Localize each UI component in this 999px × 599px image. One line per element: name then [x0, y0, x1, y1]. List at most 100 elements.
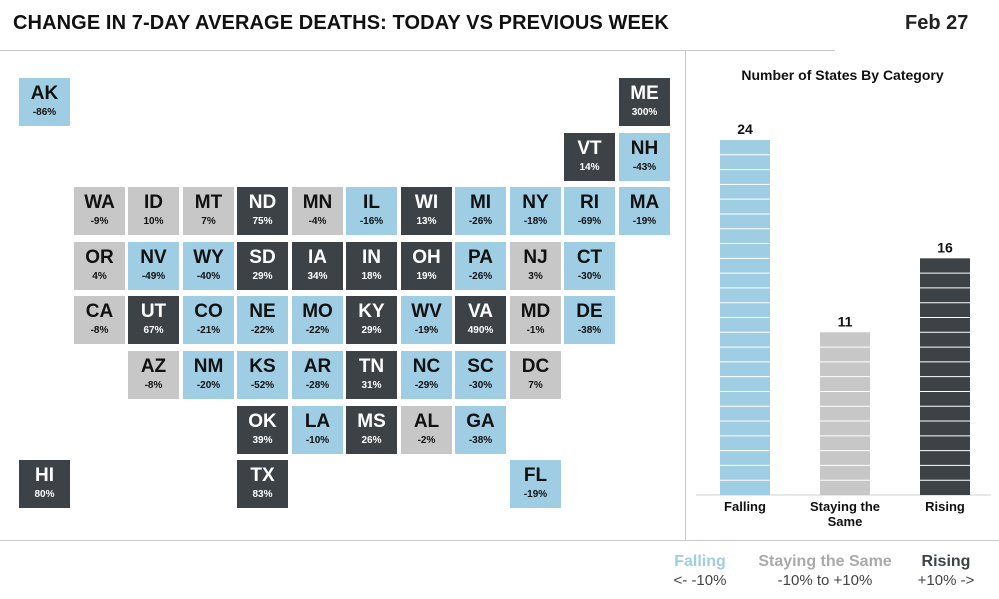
- state-tile-ri: RI -69%: [564, 187, 615, 235]
- bar-chart-title: Number of States By Category: [741, 67, 944, 83]
- state-pct: 29%: [361, 325, 382, 336]
- state-pct: 13%: [416, 216, 437, 227]
- state-tile-ar: AR -28%: [292, 351, 343, 399]
- state-pct: -10%: [305, 435, 330, 446]
- state-tile-oh: OH 19%: [401, 242, 452, 290]
- state-pct: -8%: [90, 325, 109, 336]
- state-abbr: MI: [469, 192, 492, 213]
- state-abbr: DC: [521, 356, 550, 377]
- state-pct: -38%: [468, 435, 493, 446]
- state-abbr: OH: [412, 247, 441, 268]
- state-abbr: NC: [412, 356, 441, 377]
- state-pct: -19%: [523, 489, 548, 500]
- state-pct: 83%: [252, 489, 273, 500]
- state-tile-nd: ND 75%: [237, 187, 288, 235]
- state-pct: 26%: [361, 435, 382, 446]
- state-pct: -26%: [468, 271, 493, 282]
- state-tile-de: DE -38%: [564, 296, 615, 344]
- state-abbr: OR: [85, 247, 114, 268]
- state-tile-mt: MT 7%: [183, 187, 234, 235]
- state-tile-md: MD -1%: [510, 296, 561, 344]
- state-pct: -28%: [305, 380, 330, 391]
- state-tile-ia: IA 34%: [292, 242, 343, 290]
- state-tile-az: AZ -8%: [128, 351, 179, 399]
- state-tile-or: OR 4%: [74, 242, 125, 290]
- state-pct: 29%: [252, 271, 273, 282]
- state-abbr: FL: [523, 465, 548, 486]
- state-tile-nj: NJ 3%: [510, 242, 561, 290]
- state-tile-me: ME 300%: [619, 78, 670, 126]
- state-pct: -19%: [632, 216, 657, 227]
- state-abbr: VT: [577, 138, 602, 159]
- state-pct: -30%: [577, 271, 602, 282]
- state-tile-wv: WV -19%: [401, 296, 452, 344]
- legend-item-staying-the-same: Staying the Same -10% to +10%: [740, 553, 910, 591]
- state-pct: -86%: [32, 107, 57, 118]
- state-abbr: AZ: [140, 356, 167, 377]
- state-pct: -30%: [468, 380, 493, 391]
- bottom-divider: [0, 540, 999, 541]
- state-abbr: WA: [84, 192, 115, 213]
- state-abbr: ND: [248, 192, 277, 213]
- state-tile-co: CO -21%: [183, 296, 234, 344]
- state-abbr: WY: [193, 247, 224, 268]
- state-tile-la: LA -10%: [292, 406, 343, 454]
- state-abbr: WI: [414, 192, 439, 213]
- state-pct: -22%: [305, 325, 330, 336]
- state-pct: -8%: [144, 380, 163, 391]
- state-abbr: RI: [580, 192, 599, 213]
- state-tile-mn: MN -4%: [292, 187, 343, 235]
- state-tile-sc: SC -30%: [455, 351, 506, 399]
- state-abbr: UT: [140, 301, 167, 322]
- state-tile-nh: NH -43%: [619, 133, 670, 181]
- state-tile-ma: MA -19%: [619, 187, 670, 235]
- state-pct: -22%: [250, 325, 275, 336]
- state-pct: -26%: [468, 216, 493, 227]
- state-abbr: OK: [248, 411, 277, 432]
- state-abbr: CO: [194, 301, 223, 322]
- state-tile-ok: OK 39%: [237, 406, 288, 454]
- state-abbr: CA: [85, 301, 114, 322]
- state-pct: -9%: [90, 216, 109, 227]
- state-abbr: SC: [467, 356, 494, 377]
- state-abbr: IL: [363, 192, 380, 213]
- state-pct: 80%: [34, 489, 55, 500]
- state-abbr: MA: [629, 192, 660, 213]
- state-tile-tx: TX 83%: [237, 460, 288, 508]
- state-abbr: MO: [302, 301, 333, 322]
- date-label: Feb 27: [905, 12, 969, 34]
- state-abbr: IN: [362, 247, 381, 268]
- state-pct: 7%: [528, 380, 543, 391]
- state-pct: -20%: [196, 380, 221, 391]
- state-pct: -40%: [196, 271, 221, 282]
- category-bar-chart: 24 Falling 11 Staying the Same 16 Rising: [696, 121, 991, 529]
- legend-range: -10% to +10%: [777, 572, 873, 589]
- state-tile-al: AL -2%: [401, 406, 452, 454]
- category-label-rising: Rising: [925, 499, 965, 514]
- state-pct: 300%: [631, 107, 658, 118]
- state-pct: -2%: [417, 435, 436, 446]
- state-tile-ky: KY 29%: [346, 296, 397, 344]
- state-abbr: AL: [413, 411, 440, 432]
- legend-name: Staying the Same: [758, 553, 892, 570]
- state-pct: 10%: [143, 216, 164, 227]
- value-label-falling: 24: [737, 121, 753, 137]
- state-pct: -43%: [632, 162, 657, 173]
- state-tile-id: ID 10%: [128, 187, 179, 235]
- state-abbr: NH: [630, 138, 659, 159]
- bar-staying-the-same: [820, 332, 870, 495]
- state-pct: 39%: [252, 435, 273, 446]
- state-tile-ks: KS -52%: [237, 351, 288, 399]
- state-tile-ms: MS 26%: [346, 406, 397, 454]
- state-pct: -38%: [577, 325, 602, 336]
- state-abbr: NE: [249, 301, 276, 322]
- state-abbr: AR: [303, 356, 332, 377]
- state-tile-ny: NY -18%: [510, 187, 561, 235]
- state-pct: 14%: [579, 162, 600, 173]
- bar-stripes-falling: [720, 154, 770, 481]
- top-divider: [0, 50, 835, 51]
- state-tile-hi: HI 80%: [19, 460, 70, 508]
- state-tile-vt: VT 14%: [564, 133, 615, 181]
- state-abbr: DE: [576, 301, 603, 322]
- legend-name: Rising: [921, 553, 971, 570]
